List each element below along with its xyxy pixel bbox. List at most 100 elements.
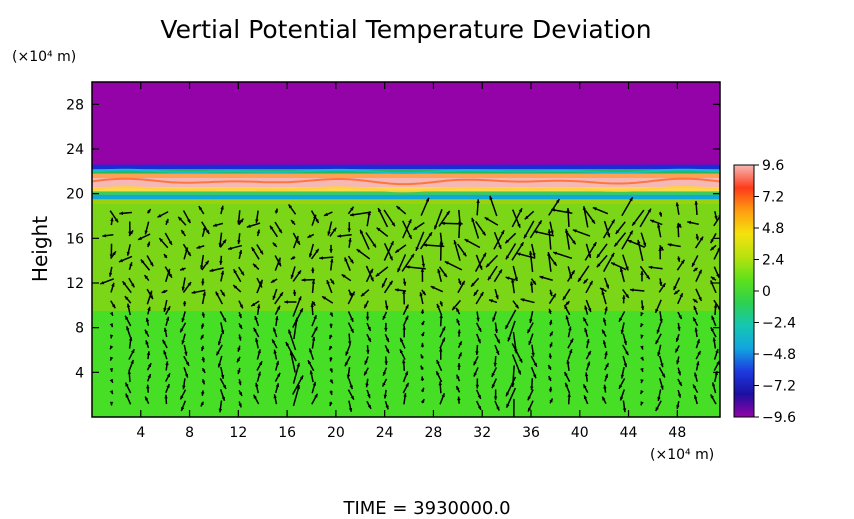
vector-arrow bbox=[163, 327, 168, 338]
heatmap-band-10 bbox=[92, 310, 720, 417]
vector-arrow bbox=[402, 220, 413, 240]
vector-arrow bbox=[564, 382, 571, 394]
vector-arrow bbox=[311, 381, 317, 394]
vector-arrow bbox=[592, 206, 609, 215]
vector-arrow bbox=[329, 278, 335, 285]
vector-arrow bbox=[455, 307, 461, 315]
vector-arrow bbox=[713, 266, 720, 279]
vector-arrow bbox=[604, 277, 610, 289]
vector-arrow bbox=[182, 210, 192, 224]
vector-arrow bbox=[109, 368, 114, 373]
wind-vector-field bbox=[100, 195, 720, 417]
vector-arrow bbox=[383, 243, 394, 261]
vector-arrow bbox=[439, 300, 443, 307]
vector-arrow bbox=[309, 370, 314, 383]
vector-arrow bbox=[640, 401, 644, 406]
vector-arrow bbox=[603, 384, 607, 393]
vector-arrow bbox=[677, 322, 681, 331]
vector-arrow bbox=[420, 365, 424, 370]
vector-arrow bbox=[602, 340, 607, 349]
vector-arrow bbox=[582, 278, 589, 285]
vector-arrow bbox=[675, 202, 680, 215]
vector-arrow bbox=[584, 327, 589, 338]
vector-arrow bbox=[292, 269, 302, 282]
vector-arrow bbox=[528, 333, 534, 346]
heatmap-band-8 bbox=[92, 199, 720, 205]
vector-arrow bbox=[252, 263, 260, 270]
vector-arrow bbox=[238, 300, 244, 309]
vector-arrow bbox=[487, 265, 498, 281]
vector-arrow bbox=[311, 267, 315, 274]
vector-arrow bbox=[308, 348, 315, 360]
vector-arrow bbox=[182, 378, 186, 390]
vector-arrow bbox=[287, 203, 297, 215]
vector-arrow bbox=[311, 300, 316, 307]
vector-arrow bbox=[274, 305, 281, 315]
vector-arrow bbox=[284, 300, 297, 304]
colorbar-tick-label: 2.4 bbox=[762, 253, 784, 269]
vector-arrow bbox=[109, 334, 114, 339]
vector-arrow bbox=[436, 303, 443, 316]
vector-arrow bbox=[255, 210, 259, 224]
vector-arrow bbox=[163, 350, 168, 360]
vector-arrow bbox=[602, 252, 615, 272]
vector-arrow bbox=[274, 208, 278, 214]
vector-arrow bbox=[219, 255, 223, 265]
vector-arrow bbox=[618, 311, 626, 323]
vector-arrow bbox=[399, 337, 406, 349]
vector-arrow bbox=[548, 255, 558, 267]
vector-arrow bbox=[218, 400, 223, 413]
vector-arrow bbox=[564, 300, 570, 306]
vector-arrow bbox=[548, 198, 561, 216]
vector-arrow bbox=[433, 209, 443, 230]
vector-arrow bbox=[640, 379, 644, 384]
vector-arrow bbox=[585, 361, 591, 371]
vector-arrow bbox=[274, 372, 281, 382]
vector-arrow bbox=[200, 254, 205, 270]
vector-arrow bbox=[694, 327, 698, 338]
vector-arrow bbox=[456, 243, 467, 257]
vector-arrow bbox=[180, 229, 186, 237]
vector-arrow bbox=[359, 229, 370, 250]
vector-arrow bbox=[363, 367, 369, 376]
vector-arrow bbox=[165, 383, 170, 394]
y-tick-label: 8 bbox=[75, 321, 84, 337]
vector-arrow bbox=[179, 322, 187, 333]
vector-arrow bbox=[613, 232, 627, 247]
vector-arrow bbox=[464, 238, 481, 249]
vector-arrow bbox=[329, 312, 334, 317]
vector-arrow bbox=[272, 327, 278, 338]
vector-arrow bbox=[384, 322, 388, 332]
vector-arrow bbox=[622, 355, 628, 368]
vector-arrow bbox=[494, 333, 501, 344]
vector-arrow bbox=[403, 392, 407, 405]
vector-arrow bbox=[165, 218, 169, 226]
vector-arrow bbox=[348, 400, 353, 412]
vector-arrow bbox=[658, 378, 664, 390]
vector-arrow bbox=[420, 197, 430, 216]
vector-arrow bbox=[658, 211, 663, 217]
vector-arrow bbox=[476, 333, 482, 344]
vector-arrow bbox=[180, 400, 187, 412]
vector-arrow bbox=[451, 299, 461, 311]
vector-arrow bbox=[604, 306, 608, 315]
vector-arrow bbox=[109, 378, 114, 384]
vector-arrow bbox=[455, 374, 461, 382]
vector-arrow bbox=[475, 378, 480, 389]
vector-arrow bbox=[292, 362, 300, 384]
vector-arrow bbox=[290, 266, 296, 279]
vector-arrow bbox=[144, 396, 150, 405]
vector-arrow bbox=[640, 334, 644, 339]
vector-arrow bbox=[217, 333, 223, 346]
vector-arrow bbox=[667, 243, 681, 248]
vector-arrow bbox=[712, 337, 717, 349]
vector-arrow bbox=[421, 320, 425, 326]
colorbar-tick-label: −4.8 bbox=[762, 347, 796, 363]
vector-arrow bbox=[402, 278, 407, 286]
vector-arrow bbox=[677, 222, 682, 229]
vector-arrow bbox=[530, 366, 537, 379]
vector-arrow bbox=[384, 400, 389, 410]
vector-arrow bbox=[402, 304, 410, 316]
vector-arrow bbox=[201, 367, 206, 374]
vector-arrow bbox=[319, 256, 334, 260]
